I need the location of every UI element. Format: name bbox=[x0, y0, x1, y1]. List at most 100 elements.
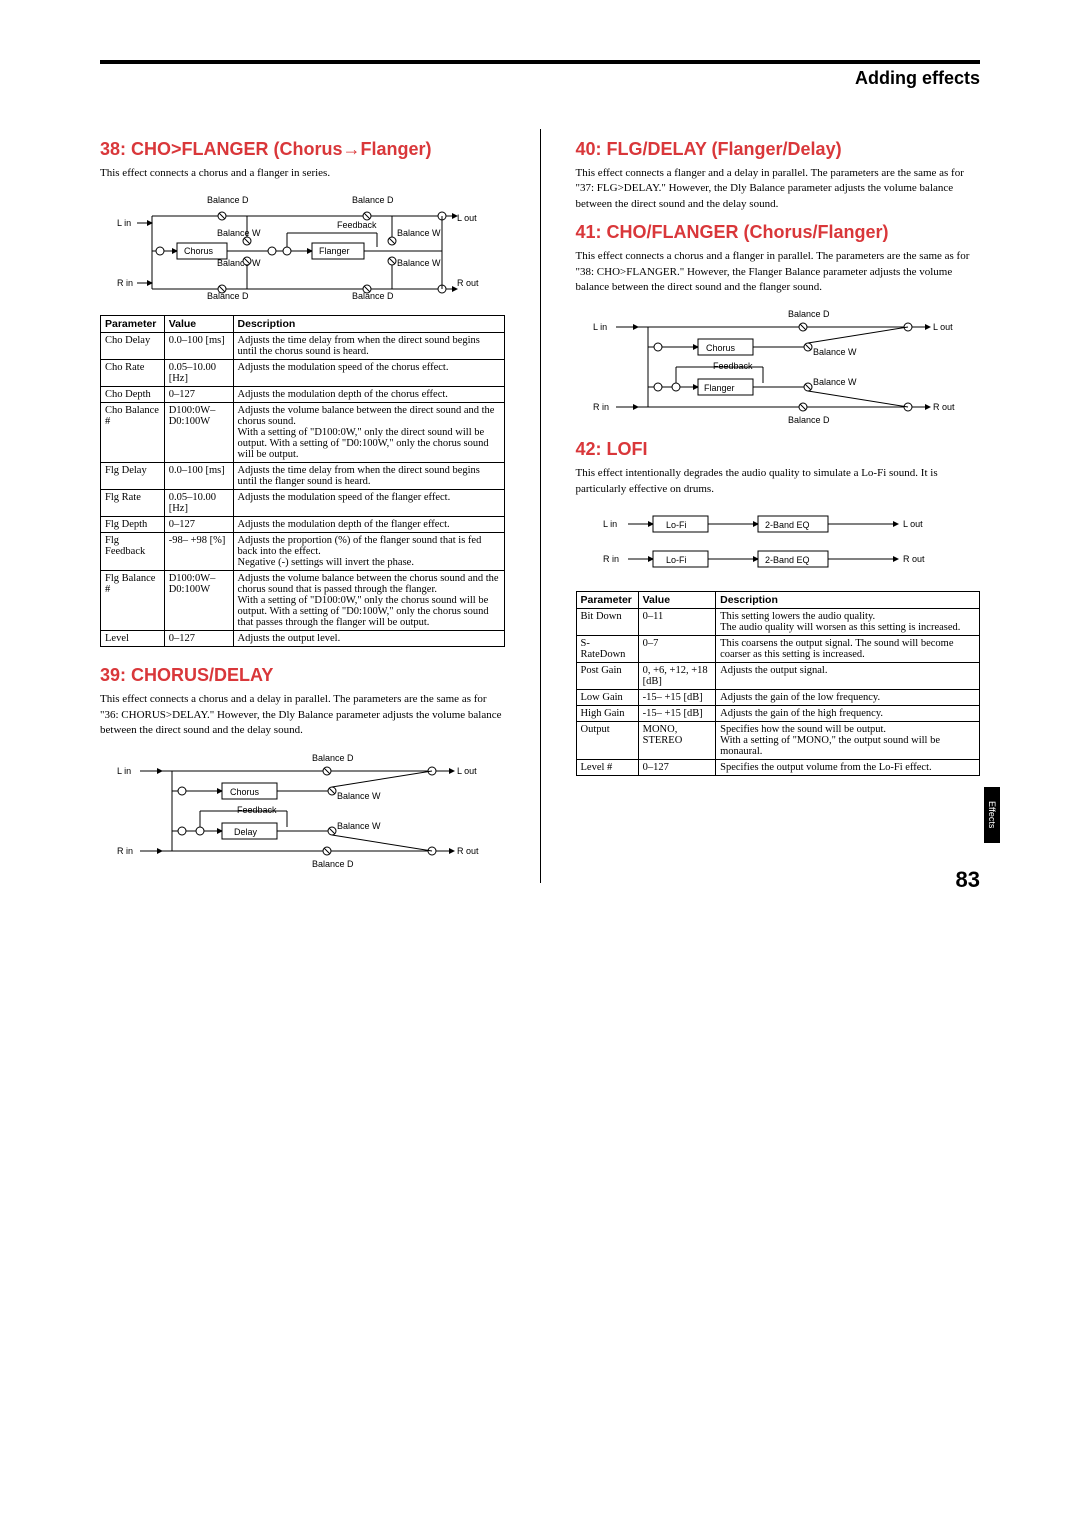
table-cell: -98– +98 [%] bbox=[164, 533, 233, 571]
table-cell: 0, +6, +12, +18 [dB] bbox=[638, 663, 715, 690]
table-cell: 0–127 bbox=[638, 760, 715, 776]
table-cell: Adjusts the output level. bbox=[233, 631, 504, 647]
sec42-table: Parameter Value Description Bit Down0–11… bbox=[576, 591, 981, 776]
l-lout: L out bbox=[457, 766, 477, 776]
table-cell: -15– +15 [dB] bbox=[638, 706, 715, 722]
th-desc: Description bbox=[233, 316, 504, 333]
table-cell: 0.05–10.00 [Hz] bbox=[164, 490, 233, 517]
table-cell: 0–127 bbox=[164, 387, 233, 403]
table-cell: MONO, STEREO bbox=[638, 722, 715, 760]
table-cell: Level # bbox=[576, 760, 638, 776]
table-cell: Adjusts the time delay from when the dir… bbox=[233, 463, 504, 490]
table-cell: D100:0W–D0:100W bbox=[164, 571, 233, 631]
table-row: Flg Delay0.0–100 [ms]Adjusts the time de… bbox=[101, 463, 505, 490]
sec38-diagram: L in R in L out R out Balance D Balance … bbox=[100, 191, 505, 301]
label-balw3: Balance W bbox=[397, 228, 441, 238]
table-row: Post Gain0, +6, +12, +18 [dB]Adjusts the… bbox=[576, 663, 980, 690]
l42-rout: R out bbox=[903, 554, 925, 564]
l-lin: L in bbox=[117, 766, 131, 776]
table-row: OutputMONO, STEREOSpecifies how the soun… bbox=[576, 722, 980, 760]
label-lin: L in bbox=[117, 218, 131, 228]
table-cell: Adjusts the modulation depth of the flan… bbox=[233, 517, 504, 533]
page-number: 83 bbox=[956, 867, 980, 893]
th-value: Value bbox=[164, 316, 233, 333]
header-title: Adding effects bbox=[100, 68, 980, 89]
sec42-title: 42: LOFI bbox=[576, 439, 981, 460]
table-row: Flg Feedback-98– +98 [%]Adjusts the prop… bbox=[101, 533, 505, 571]
table-cell: 0–7 bbox=[638, 636, 715, 663]
label-balw4: Balance W bbox=[397, 258, 441, 268]
table-cell: Flg Depth bbox=[101, 517, 165, 533]
sec38-table: Parameter Value Description Cho Delay0.0… bbox=[100, 315, 505, 647]
l-bd2: Balance D bbox=[312, 859, 354, 869]
table-cell: S-RateDown bbox=[576, 636, 638, 663]
l41-flg: Flanger bbox=[704, 383, 735, 393]
l41-bw1: Balance W bbox=[813, 347, 857, 357]
sec42-desc: This effect intentionally degrades the a… bbox=[576, 466, 981, 497]
table-row: Flg Rate0.05–10.00 [Hz]Adjusts the modul… bbox=[101, 490, 505, 517]
table-cell: Adjusts the volume balance between the c… bbox=[233, 571, 504, 631]
table-cell: Adjusts the proportion (%) of the flange… bbox=[233, 533, 504, 571]
label-bald1: Balance D bbox=[207, 195, 249, 205]
l41-rout: R out bbox=[933, 402, 955, 412]
table-row: S-RateDown0–7This coarsens the output si… bbox=[576, 636, 980, 663]
table-row: High Gain-15– +15 [dB]Adjusts the gain o… bbox=[576, 706, 980, 722]
table-cell: 0–11 bbox=[638, 609, 715, 636]
l42-eq1: 2-Band EQ bbox=[765, 520, 810, 530]
sec38-desc: This effect connects a chorus and a flan… bbox=[100, 166, 505, 181]
label-fb: Feedback bbox=[337, 220, 377, 230]
l41-rin: R in bbox=[593, 402, 609, 412]
table-row: Cho Balance #D100:0W–D0:100WAdjusts the … bbox=[101, 403, 505, 463]
l-bw2: Balance W bbox=[337, 821, 381, 831]
table-row: Flg Balance #D100:0W–D0:100WAdjusts the … bbox=[101, 571, 505, 631]
l41-cho: Chorus bbox=[706, 343, 736, 353]
l42-lofi1: Lo-Fi bbox=[666, 520, 687, 530]
table-cell: Flg Delay bbox=[101, 463, 165, 490]
table-row: Cho Delay0.0–100 [ms]Adjusts the time de… bbox=[101, 333, 505, 360]
sec38-title: 38: CHO>FLANGER (Chorus→Flanger) bbox=[100, 139, 505, 160]
table-cell: Cho Delay bbox=[101, 333, 165, 360]
l42-rin: R in bbox=[603, 554, 619, 564]
table-cell: Post Gain bbox=[576, 663, 638, 690]
table-cell: Adjusts the time delay from when the dir… bbox=[233, 333, 504, 360]
l-bw1: Balance W bbox=[337, 791, 381, 801]
l-fb2: Feedback bbox=[237, 805, 277, 815]
th-desc: Description bbox=[716, 592, 980, 609]
label-chorus: Chorus bbox=[184, 246, 214, 256]
table-cell: Flg Feedback bbox=[101, 533, 165, 571]
table-row: Bit Down0–11This setting lowers the audi… bbox=[576, 609, 980, 636]
label-bald3: Balance D bbox=[207, 291, 249, 301]
sec41-title: 41: CHO/FLANGER (Chorus/Flanger) bbox=[576, 222, 981, 243]
sec40-title: 40: FLG/DELAY (Flanger/Delay) bbox=[576, 139, 981, 160]
table-row: Cho Depth0–127Adjusts the modulation dep… bbox=[101, 387, 505, 403]
table-row: Level0–127Adjusts the output level. bbox=[101, 631, 505, 647]
l41-bw2: Balance W bbox=[813, 377, 857, 387]
l41-lout: L out bbox=[933, 322, 953, 332]
table-cell: Adjusts the output signal. bbox=[716, 663, 980, 690]
table-cell: Adjusts the modulation speed of the chor… bbox=[233, 360, 504, 387]
table-row: Low Gain-15– +15 [dB]Adjusts the gain of… bbox=[576, 690, 980, 706]
th-param: Parameter bbox=[576, 592, 638, 609]
l41-fb: Feedback bbox=[713, 361, 753, 371]
table-cell: This coarsens the output signal. The sou… bbox=[716, 636, 980, 663]
table-cell: Flg Rate bbox=[101, 490, 165, 517]
th-param: Parameter bbox=[101, 316, 165, 333]
table-cell: 0–127 bbox=[164, 631, 233, 647]
l-rin: R in bbox=[117, 846, 133, 856]
table-cell: Specifies the output volume from the Lo-… bbox=[716, 760, 980, 776]
l-dly: Delay bbox=[234, 827, 258, 837]
table-cell: Low Gain bbox=[576, 690, 638, 706]
table-cell: Specifies how the sound will be output. … bbox=[716, 722, 980, 760]
table-cell: Bit Down bbox=[576, 609, 638, 636]
table-row: Flg Depth0–127Adjusts the modulation dep… bbox=[101, 517, 505, 533]
l-rout: R out bbox=[457, 846, 479, 856]
table-cell: Flg Balance # bbox=[101, 571, 165, 631]
label-rout: R out bbox=[457, 278, 479, 288]
table-cell: Output bbox=[576, 722, 638, 760]
l41-bd2: Balance D bbox=[788, 415, 830, 425]
table-cell: 0.0–100 [ms] bbox=[164, 463, 233, 490]
th-value: Value bbox=[638, 592, 715, 609]
l41-lin: L in bbox=[593, 322, 607, 332]
sec39-diagram: L in R in L out R out Balance D Balance … bbox=[100, 749, 505, 869]
table-cell: Adjusts the modulation depth of the chor… bbox=[233, 387, 504, 403]
